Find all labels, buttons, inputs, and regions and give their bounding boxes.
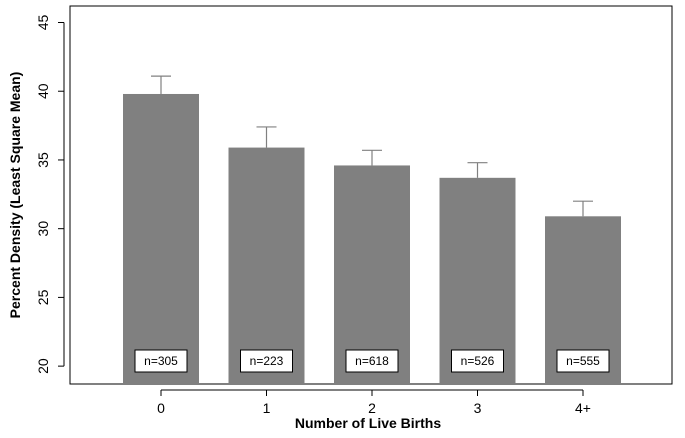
error-bars-group [151,75,593,217]
y-tick-label-0: 20 [35,358,51,374]
sample-size-label-4: n=555 [566,354,600,368]
sample-size-box-0 [134,349,188,373]
sample-size-label-2: n=618 [355,354,389,368]
sample-size-label-1: n=223 [250,354,284,368]
sample-size-box-4 [556,349,610,373]
x-tick-label-0: 0 [157,400,165,416]
y-axis: 20 25 30 35 40 45 [35,14,65,374]
sample-size-label-0: n=305 [144,354,178,368]
sample-size-label-3: n=526 [461,354,495,368]
bar-0 [123,93,199,384]
y-tick-label-5: 45 [35,14,51,30]
x-axis: 0 1 2 3 4+ [157,389,591,416]
y-axis-title: Percent Density (Least Square Mean) [7,72,23,319]
x-tick-label-3: 3 [474,400,482,416]
bars-group [123,93,621,384]
sample-size-box-1 [240,349,293,373]
x-tick-label-4: 4+ [575,400,591,416]
y-tick-label-1: 25 [35,289,51,305]
x-tick-label-2: 2 [368,400,376,416]
y-tick-label-4: 40 [35,83,51,99]
bar-2 [334,165,410,384]
bar-1 [228,147,305,384]
y-tick-label-2: 30 [35,221,51,237]
x-axis-title: Number of Live Births [295,415,441,431]
y-tick-label-3: 35 [35,152,51,168]
sample-size-labels: n=305 n=223 n=618 n=526 n=555 [134,349,610,373]
sample-size-box-3 [451,349,504,373]
x-tick-label-1: 1 [263,400,271,416]
sample-size-box-2 [345,349,399,373]
